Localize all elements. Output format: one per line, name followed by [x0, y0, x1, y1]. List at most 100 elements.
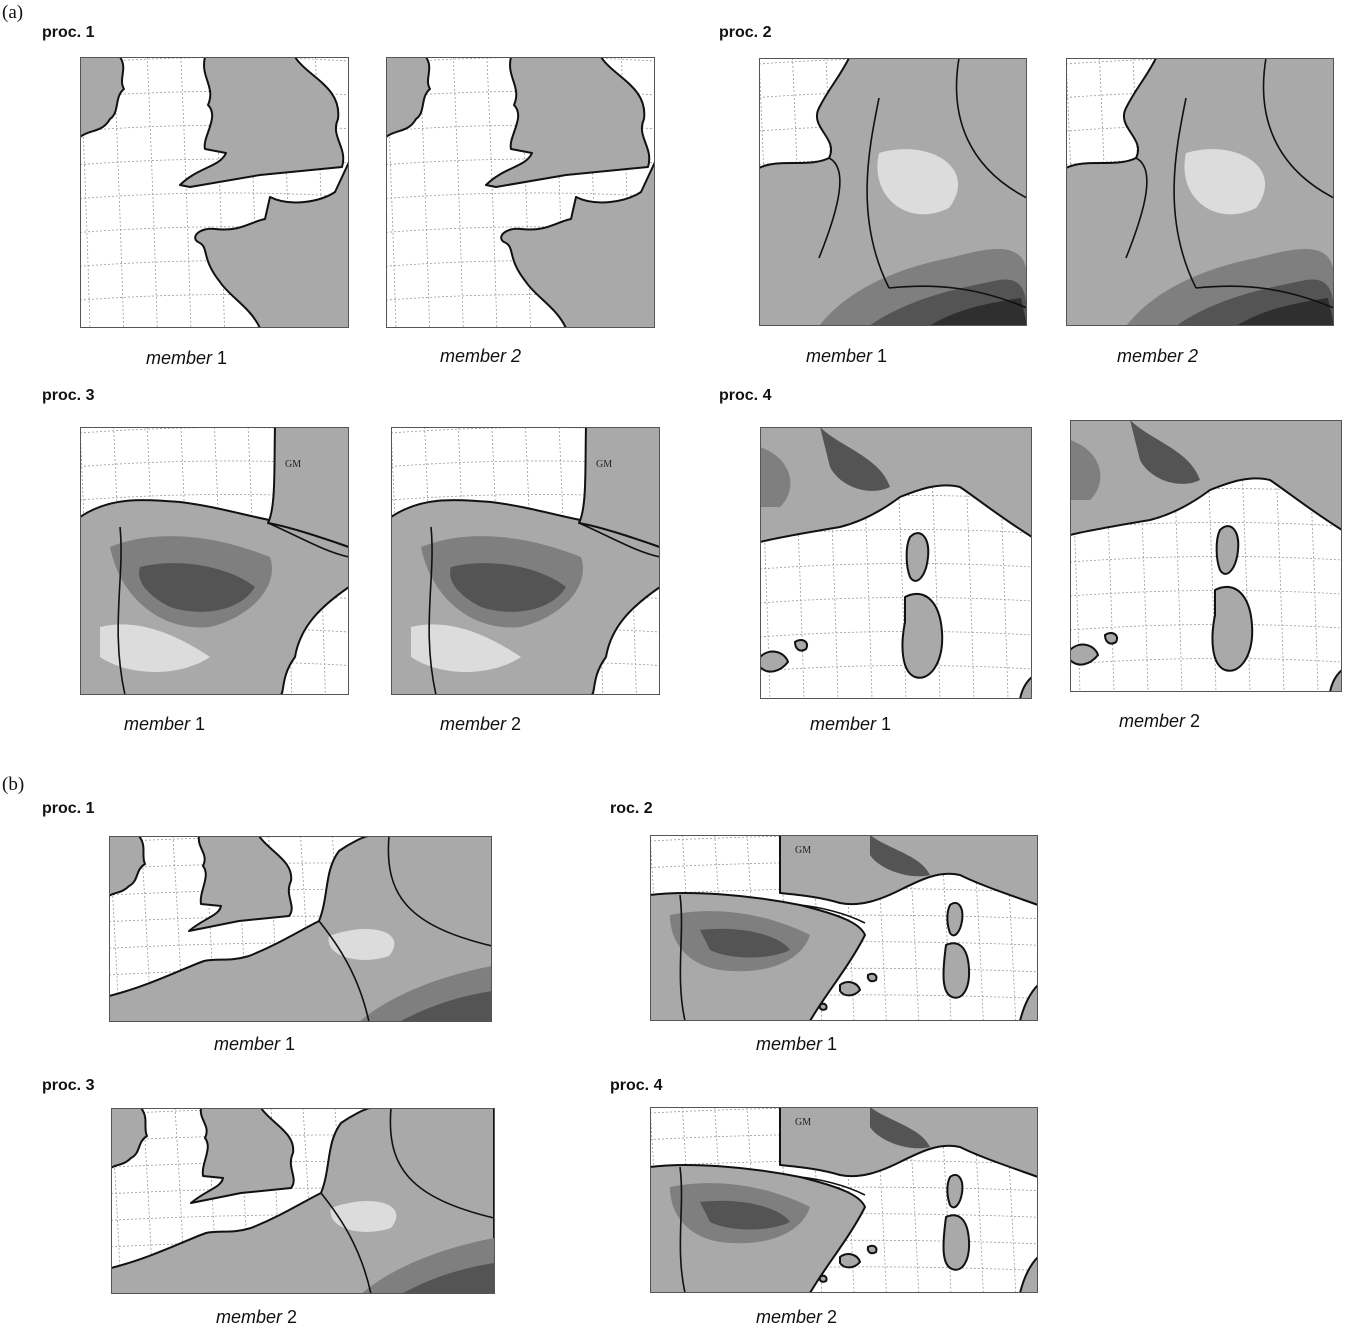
map-panel-a-proc1-member2	[386, 57, 655, 328]
alps-peak	[929, 298, 1027, 326]
map-svg	[1066, 58, 1334, 326]
a-proc-1-label: proc. 1	[42, 24, 95, 41]
great-britain-land	[179, 57, 345, 188]
panel-frame	[650, 1107, 1038, 1293]
sardinia-land	[942, 1214, 971, 1271]
a-p1-member1-caption: member 1	[146, 348, 228, 368]
ireland-land	[386, 57, 431, 138]
gm-annotation: GM	[285, 459, 301, 470]
a-p1-member2-caption: member 2	[440, 346, 522, 366]
sierra-high	[700, 928, 790, 958]
great-britain-land	[188, 836, 293, 932]
sicily-land	[1329, 669, 1342, 692]
national-borders	[320, 1108, 495, 1294]
corsica-land	[946, 1174, 964, 1209]
alps-high	[870, 1107, 930, 1149]
continent-land	[111, 1108, 495, 1294]
sicily-land	[1019, 1256, 1038, 1293]
national-borders	[117, 522, 349, 695]
menorca-land	[794, 639, 808, 652]
map-svg	[1070, 420, 1342, 692]
part-a-label: (a)	[2, 2, 24, 23]
b-p1-member-caption: member 1	[214, 1034, 296, 1054]
map-svg	[760, 427, 1032, 699]
map-svg	[109, 836, 492, 1022]
lowland-light	[411, 624, 521, 672]
mallorca-land	[839, 1253, 861, 1269]
panel-frame	[759, 58, 1027, 326]
ireland-land	[111, 1108, 148, 1169]
map-panel-a-proc1-member1	[80, 57, 349, 328]
mallorca-land	[839, 981, 861, 997]
gm-annotation: GM	[795, 845, 811, 856]
ibiza-land	[818, 1002, 828, 1011]
sardinia-land	[942, 942, 971, 999]
map-panel-a-proc3-member1: GM	[80, 427, 349, 695]
sardinia-land	[901, 592, 944, 679]
alps-high	[820, 427, 890, 491]
panel-frame	[80, 427, 349, 695]
corsica-land	[946, 902, 964, 937]
b-p4-member-caption: member 2	[756, 1307, 838, 1327]
a-proc-4-label: proc. 4	[719, 387, 772, 404]
panel-frame	[80, 57, 349, 328]
sierra-high	[450, 563, 566, 612]
ibiza-land	[818, 1274, 828, 1283]
part-b-label: (b)	[2, 774, 25, 795]
alps-peak	[1236, 298, 1334, 326]
a-p3-member1-caption: member 1	[124, 714, 206, 734]
sardinia-land	[1211, 585, 1254, 672]
national-borders	[679, 894, 866, 1021]
alps-high	[399, 991, 492, 1022]
b-proc-1-label: proc. 1	[42, 800, 95, 817]
corsica-land	[905, 532, 930, 582]
national-borders	[818, 58, 1027, 309]
b-proc-3-label: proc. 3	[42, 1077, 95, 1094]
map-panel-b-proc1	[109, 836, 492, 1022]
national-borders	[679, 1166, 866, 1293]
map-svg: GM	[391, 427, 660, 695]
upland-light	[1184, 149, 1266, 215]
panel-frame	[650, 835, 1038, 1021]
map-panel-a-proc2-member1	[759, 58, 1027, 326]
massif-mid	[1070, 440, 1101, 500]
upland-light	[877, 149, 959, 215]
a-p4-member1-caption: member 1	[810, 714, 892, 734]
ireland-land	[80, 57, 125, 138]
menorca-land	[866, 1244, 878, 1255]
great-britain-land	[190, 1108, 295, 1204]
map-panel-b-proc3	[111, 1108, 495, 1294]
map-panel-b-proc2: GM	[650, 835, 1038, 1021]
map-svg: GM	[80, 427, 349, 695]
alps-high	[870, 835, 930, 877]
balearic-land	[1070, 643, 1099, 666]
great-britain-land	[485, 57, 651, 188]
balearic-land	[760, 650, 789, 673]
b-p2-member-caption: member 1	[756, 1034, 838, 1054]
menorca-land	[1104, 632, 1118, 645]
b-p3-member-caption: member 2	[216, 1307, 298, 1327]
a-proc-3-label: proc. 3	[42, 387, 95, 404]
corsica-land	[1215, 525, 1240, 575]
panel-frame	[1070, 420, 1342, 692]
map-svg	[80, 57, 349, 328]
map-svg	[111, 1108, 495, 1294]
panel-frame	[1066, 58, 1334, 326]
map-svg	[759, 58, 1027, 326]
france-land	[500, 161, 655, 328]
alps-high	[401, 1263, 494, 1294]
menorca-land	[866, 972, 878, 983]
map-svg: GM	[650, 1107, 1038, 1293]
massif-mid	[760, 447, 791, 507]
map-panel-b-proc4: GM	[650, 1107, 1038, 1293]
panel-frame	[391, 427, 660, 695]
national-borders	[318, 836, 492, 1022]
map-panel-a-proc4-member2	[1070, 420, 1342, 692]
a-p2-member1-caption: member 1	[806, 346, 888, 366]
a-p2-member2-caption: member 2	[1117, 346, 1199, 366]
gm-annotation: GM	[596, 459, 612, 470]
upland-light	[330, 1200, 397, 1232]
panel-frame	[760, 427, 1032, 699]
continent-land	[109, 836, 492, 1022]
panel-frame	[109, 836, 492, 1022]
